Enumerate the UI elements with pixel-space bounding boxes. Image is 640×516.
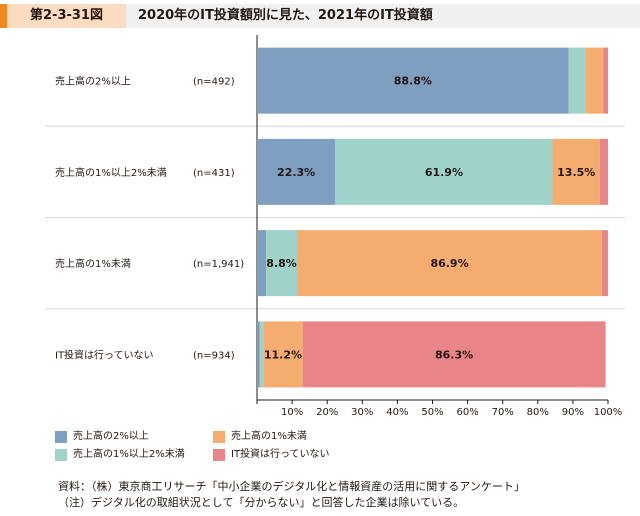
bar-segment	[568, 47, 586, 114]
source-note: 資料：（株）東京商工リサーチ「中小企業のデジタル化と情報資産の活用に関するアンケ…	[58, 480, 525, 493]
x-tick-label: 60%	[456, 407, 478, 418]
bar-segment	[297, 230, 603, 297]
data-label: 86.3%	[435, 348, 473, 361]
data-label: 13.5%	[557, 166, 595, 179]
chart-legend: 売上高の2%以上売上高の1%以上2%未満 売上高の1%未満 IT投資は行っていない	[55, 430, 395, 466]
data-label: 22.3%	[277, 166, 315, 179]
x-tick-label: 10%	[281, 407, 303, 418]
figure-header: 第2-3-31図 2020年のIT投資額別に見た、2021年のIT投資額	[0, 0, 640, 30]
data-label: 61.9%	[425, 166, 463, 179]
bar-segment	[602, 230, 608, 297]
bar-segment	[585, 47, 604, 114]
x-tick-label: 100%	[594, 407, 623, 418]
legend-label: 売上高の1%未満	[231, 431, 307, 442]
legend-label: 売上高の1%以上2%未満	[73, 449, 185, 460]
bar-segment	[257, 47, 569, 114]
bar-segment	[266, 230, 298, 297]
bar-segment	[335, 138, 553, 205]
header-accent-bar	[0, 4, 7, 28]
legend-label: IT投資は行っていない	[231, 449, 330, 460]
legend-swatch	[55, 449, 67, 461]
category-n-label: (n=934)	[193, 350, 235, 361]
legend-swatch	[213, 449, 225, 461]
bar-segment	[552, 138, 600, 205]
figure-title-box: 2020年のIT投資額別に見た、2021年のIT投資額	[126, 4, 640, 28]
bar-segment	[263, 321, 303, 388]
x-tick-label: 80%	[527, 407, 549, 418]
category-label: 売上高の1%未満	[55, 257, 131, 270]
bar-segment	[257, 138, 336, 205]
category-n-label: (n=431)	[193, 168, 235, 179]
category-label: IT投資は行っていない	[55, 348, 154, 361]
bar-segment	[599, 138, 608, 205]
x-tick-label: 30%	[351, 407, 373, 418]
data-label: 11.2%	[264, 348, 302, 361]
legend-swatch	[55, 431, 67, 443]
caveat-note: （注）デジタル化の取組状況として「分からない」と回答した企業は除いている。	[58, 496, 465, 509]
bar-segment	[302, 321, 606, 388]
data-label: 88.8%	[394, 75, 432, 88]
bar-segment	[257, 230, 267, 297]
x-tick-label: 20%	[316, 407, 338, 418]
category-label: 売上高の2%以上	[55, 75, 131, 88]
x-tick-label: 70%	[492, 407, 514, 418]
legend-swatch	[213, 431, 225, 443]
category-label: 売上高の1%以上2%未満	[55, 166, 167, 179]
bar-segment	[603, 47, 608, 114]
x-tick-label: 90%	[562, 407, 584, 418]
bar-segment	[259, 321, 264, 388]
x-tick-label: 50%	[421, 407, 443, 418]
figure-title: 2020年のIT投資額別に見た、2021年のIT投資額	[138, 8, 433, 23]
legend-label: 売上高の2%以上	[73, 431, 149, 442]
stacked-bar-chart: 売上高の2%以上 (n=492) 88.8% 売上高の1%以上2%未満 (n=431) 2…	[45, 35, 625, 418]
category-n-label: (n=1,941)	[193, 259, 244, 270]
x-tick-label: 40%	[386, 407, 408, 418]
data-label: 8.8%	[266, 257, 297, 270]
figure-number: 第2-3-31図	[30, 8, 103, 23]
bar-segment	[257, 321, 260, 388]
data-label: 86.9%	[430, 257, 468, 270]
category-n-label: (n=492)	[193, 77, 235, 88]
figure-number-box: 第2-3-31図	[7, 4, 126, 28]
